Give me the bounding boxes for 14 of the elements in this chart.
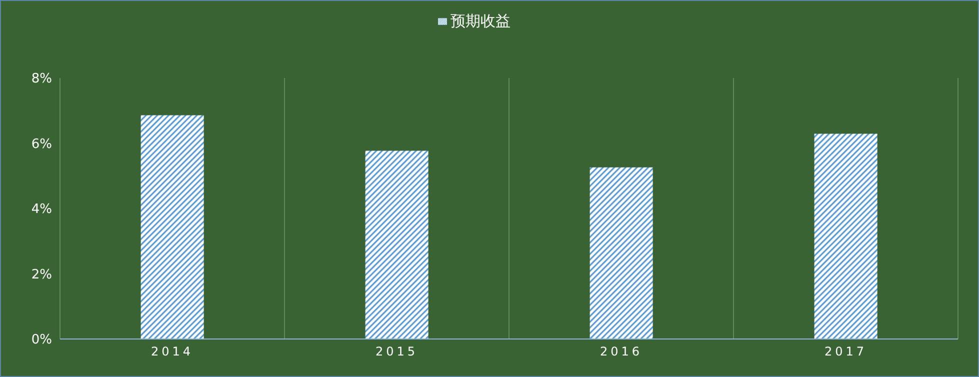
- x-tick-label: 2017: [824, 344, 868, 359]
- bar: [365, 150, 428, 339]
- legend-label: 预期收益: [450, 12, 510, 30]
- bar: [814, 134, 878, 339]
- bar: [140, 115, 204, 339]
- x-tick-label: 2015: [375, 344, 418, 359]
- y-tick-label: 2%: [31, 267, 52, 282]
- y-tick-label: 8%: [31, 72, 52, 87]
- y-tick-label: 4%: [31, 202, 52, 218]
- y-tick-label: 0%: [31, 332, 52, 348]
- x-tick-label: 2016: [600, 344, 643, 359]
- x-tick-label: 2014: [150, 344, 194, 359]
- bar: [590, 167, 653, 339]
- y-tick-label: 6%: [31, 136, 52, 152]
